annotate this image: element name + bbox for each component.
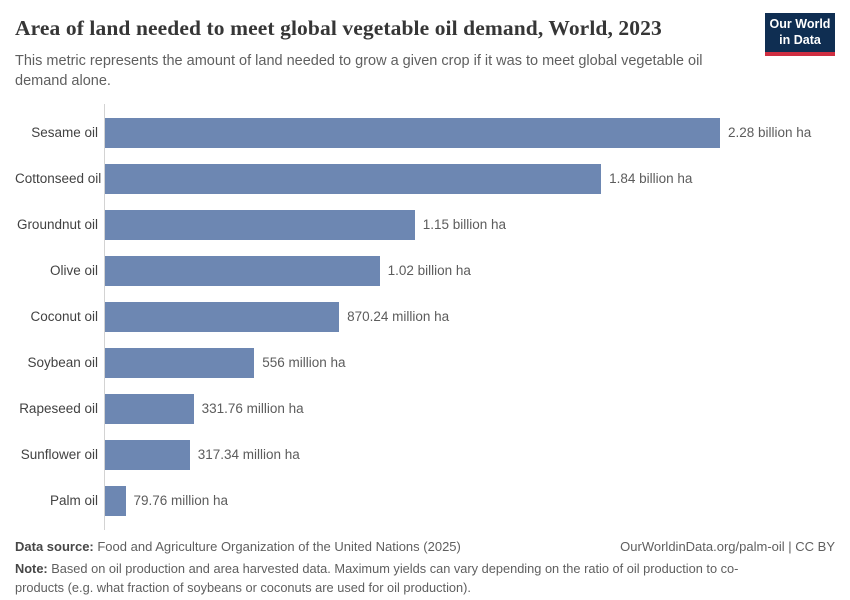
chart-subtitle: This metric represents the amount of lan…	[15, 52, 703, 90]
chart-title: Area of land needed to meet global veget…	[15, 16, 662, 40]
owid-logo-line1: Our World	[769, 17, 831, 31]
bar[interactable]	[104, 117, 720, 148]
bar-cell: 317.34 million ha	[104, 439, 835, 470]
owid-logo: Our World in Data	[765, 13, 835, 57]
bar-chart: Sesame oil 2.28 billion ha Cottonseed oi…	[15, 103, 835, 530]
bar-row: Coconut oil 870.24 million ha	[15, 294, 835, 340]
footer-note: Note: Based on oil production and area h…	[15, 560, 777, 597]
value-label: 1.84 billion ha	[609, 171, 693, 187]
bar-row: Sesame oil 2.28 billion ha	[15, 110, 835, 156]
value-label: 317.34 million ha	[197, 447, 300, 463]
bar[interactable]	[104, 209, 415, 240]
bar-row: Olive oil 1.02 billion ha	[15, 248, 835, 294]
bar-cell: 556 million ha	[104, 347, 835, 378]
bar-row: Cottonseed oil 1.84 billion ha	[15, 156, 835, 202]
bar[interactable]	[104, 163, 602, 194]
bar[interactable]	[104, 485, 126, 516]
bar[interactable]	[104, 255, 380, 286]
bar[interactable]	[104, 301, 340, 332]
bar-row: Rapeseed oil 331.76 million ha	[15, 386, 835, 432]
category-label: Groundnut oil	[16, 217, 98, 233]
value-label: 1.15 billion ha	[422, 217, 507, 233]
footer-source-row: Data source: Food and Agriculture Organi…	[15, 539, 835, 554]
bar-row: Palm oil 79.76 million ha	[15, 478, 835, 524]
category-label: Cottonseed oil	[15, 171, 102, 187]
data-source-label: Data source:	[15, 538, 94, 554]
bar-cell: 331.76 million ha	[104, 393, 835, 424]
data-source-line: Data source: Food and Agriculture Organi…	[15, 539, 461, 554]
header-text-block: Area of land needed to meet global veget…	[15, 16, 765, 92]
bar[interactable]	[104, 393, 194, 424]
category-label: Palm oil	[49, 493, 98, 509]
bar[interactable]	[104, 439, 190, 470]
value-label: 331.76 million ha	[201, 401, 304, 417]
note-label: Note:	[15, 560, 48, 576]
bar-cell: 79.76 million ha	[104, 485, 835, 516]
bar-row: Groundnut oil 1.15 billion ha	[15, 202, 835, 248]
bar-cell: 1.15 billion ha	[104, 209, 835, 240]
category-label: Soybean oil	[27, 355, 98, 371]
attribution-link[interactable]: OurWorldinData.org/palm-oil | CC BY	[620, 538, 835, 554]
note-text: Based on oil production and area harvest…	[15, 560, 739, 595]
value-label: 79.76 million ha	[133, 493, 229, 509]
value-label: 870.24 million ha	[347, 309, 450, 325]
y-axis-line	[104, 103, 105, 530]
category-label: Olive oil	[49, 263, 98, 279]
chart-footer: Data source: Food and Agriculture Organi…	[15, 539, 835, 597]
bar-row: Soybean oil 556 million ha	[15, 340, 835, 386]
category-label: Coconut oil	[30, 309, 98, 325]
bar-rows: Sesame oil 2.28 billion ha Cottonseed oi…	[15, 110, 835, 524]
bar-cell: 1.02 billion ha	[104, 255, 835, 286]
data-source-text: Food and Agriculture Organization of the…	[93, 538, 461, 554]
owid-logo-line2: in Data	[779, 32, 821, 47]
bar-row: Sunflower oil 317.34 million ha	[15, 432, 835, 478]
category-label: Rapeseed oil	[19, 401, 98, 417]
category-label: Sunflower oil	[20, 447, 98, 463]
value-label: 1.02 billion ha	[387, 263, 471, 279]
value-label: 2.28 billion ha	[728, 125, 812, 141]
chart-header: Area of land needed to meet global veget…	[15, 13, 835, 92]
bar-cell: 1.84 billion ha	[104, 163, 835, 194]
bar-cell: 2.28 billion ha	[104, 117, 835, 148]
value-label: 556 million ha	[262, 355, 346, 371]
bar[interactable]	[104, 347, 255, 378]
category-label: Sesame oil	[31, 125, 98, 141]
bar-cell: 870.24 million ha	[104, 301, 835, 332]
